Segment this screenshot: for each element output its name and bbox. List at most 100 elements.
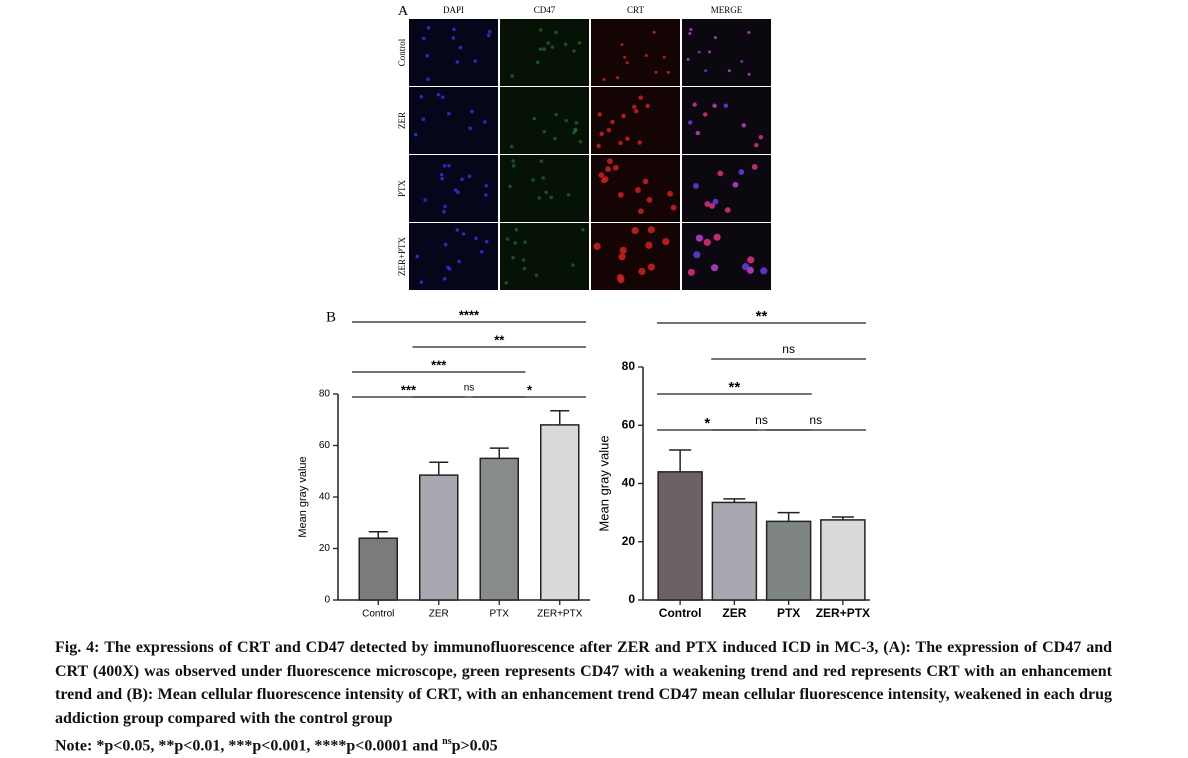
panel-label: A	[398, 4, 409, 19]
bar	[711, 501, 758, 601]
bar	[657, 471, 703, 601]
cell	[458, 45, 463, 50]
column-label: MERGE	[711, 5, 743, 15]
cell	[732, 181, 739, 188]
cell	[740, 59, 744, 63]
y-axis-label: Mean gray value	[596, 435, 611, 531]
cell	[662, 55, 666, 59]
y-tick-label: 20	[622, 534, 636, 548]
cell	[717, 170, 724, 177]
significance-label: ****	[459, 307, 480, 322]
cell	[695, 234, 704, 242]
cell	[747, 72, 751, 76]
cell	[443, 204, 447, 209]
micrograph	[591, 19, 680, 86]
cell	[542, 129, 547, 134]
cell	[702, 112, 708, 117]
x-tick-label: ZER	[429, 609, 449, 620]
cell	[647, 263, 655, 271]
cell	[692, 102, 697, 107]
cell	[511, 255, 515, 260]
micrograph	[682, 87, 771, 154]
cell	[513, 241, 517, 245]
cell	[581, 227, 585, 232]
cell	[456, 190, 460, 194]
cell	[539, 159, 544, 164]
cell	[741, 123, 746, 128]
cell	[553, 136, 557, 141]
micrograph	[591, 155, 680, 222]
cell	[612, 164, 619, 171]
caption: Fig. 4: The expressions of CRT and CD47 …	[55, 636, 1112, 758]
cell	[453, 188, 458, 192]
micrograph	[682, 19, 771, 86]
cell	[618, 140, 623, 146]
cell	[419, 280, 424, 284]
cell	[426, 77, 430, 82]
cell	[572, 130, 576, 135]
cell	[695, 130, 700, 136]
cell	[738, 169, 745, 175]
cell	[645, 103, 650, 109]
bar	[765, 520, 812, 601]
significance-label: *	[527, 382, 533, 397]
cell	[693, 183, 699, 189]
cell	[474, 236, 478, 241]
cell	[688, 31, 692, 35]
cell	[754, 142, 759, 148]
cell	[541, 176, 545, 180]
cell	[620, 43, 624, 47]
cell	[534, 273, 539, 278]
cell	[688, 120, 693, 125]
note-sup: ns	[442, 736, 452, 747]
cell	[484, 183, 488, 188]
bar	[540, 424, 580, 601]
cell	[425, 54, 429, 58]
cell	[546, 41, 550, 45]
cell	[686, 57, 690, 61]
cell	[605, 166, 611, 172]
cell	[617, 191, 624, 198]
bar	[820, 519, 866, 601]
cell	[452, 27, 456, 32]
micrograph	[409, 155, 498, 222]
x-tick-label: ZER+PTX	[816, 606, 870, 620]
cell	[606, 158, 613, 165]
row-label: ZER	[397, 112, 407, 129]
column-label: CRT	[627, 5, 644, 15]
cell	[554, 112, 559, 117]
cell	[689, 27, 693, 31]
cell	[712, 103, 717, 108]
cell	[457, 259, 461, 264]
cell	[511, 164, 516, 168]
cell	[704, 69, 708, 73]
significance-label: ***	[431, 357, 447, 372]
cell	[510, 74, 514, 78]
cell	[619, 246, 627, 254]
cell	[554, 30, 559, 35]
row-label: ZER+PTX	[397, 236, 407, 276]
cell	[531, 178, 535, 182]
cell	[635, 187, 641, 193]
cell	[618, 253, 626, 261]
cell	[442, 163, 447, 168]
cell	[709, 203, 715, 209]
cell	[460, 177, 464, 182]
x-tick-label: Control	[362, 609, 394, 620]
significance-label: ns	[755, 413, 768, 427]
cell	[638, 95, 643, 100]
cell	[564, 118, 569, 123]
cell	[760, 267, 768, 275]
cell	[455, 228, 460, 232]
note: p>0.05	[451, 737, 498, 755]
row-label: Control	[397, 38, 407, 66]
significance-label: **	[494, 332, 505, 347]
cell	[666, 70, 670, 74]
cell	[566, 192, 571, 197]
cell	[442, 277, 447, 281]
column-label: DAPI	[443, 5, 464, 15]
cell	[419, 94, 424, 99]
cell	[598, 172, 605, 179]
cell	[637, 208, 644, 215]
cell	[421, 117, 426, 122]
